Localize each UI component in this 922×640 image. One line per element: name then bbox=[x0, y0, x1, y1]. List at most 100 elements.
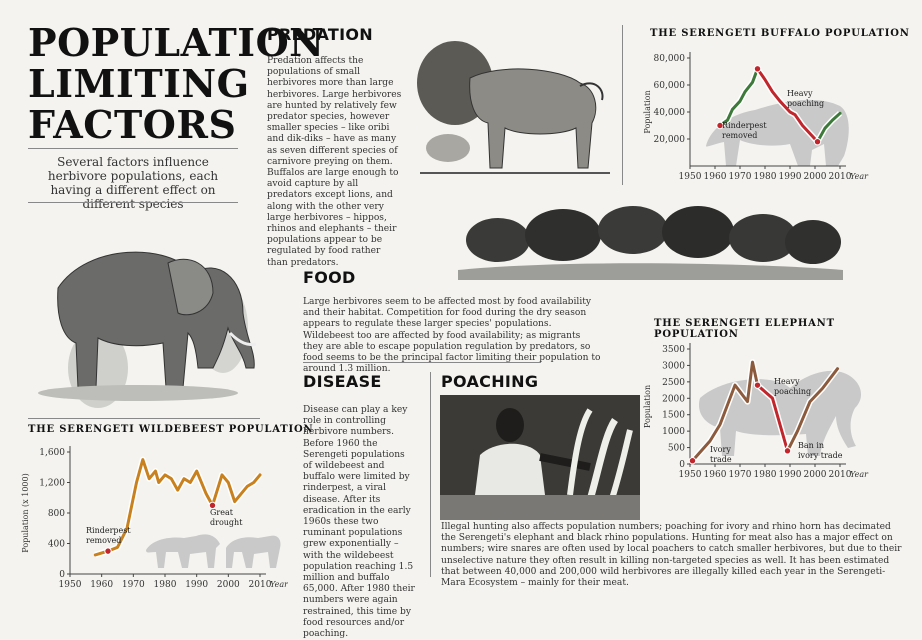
series-line-all bbox=[93, 458, 262, 557]
x-tick-label: 1960 bbox=[90, 580, 113, 590]
annotation-label: removed bbox=[86, 536, 121, 545]
food-heading: FOOD bbox=[303, 268, 356, 287]
x-tick-label: 2000 bbox=[804, 470, 827, 480]
event-marker bbox=[208, 501, 217, 510]
y-tick-label: 0 bbox=[679, 460, 685, 470]
elephant-chart-title: THE SERENGETI ELEPHANT POPULATION bbox=[654, 318, 835, 340]
y-tick-label: 1000 bbox=[662, 427, 685, 437]
series-line-growth bbox=[718, 67, 759, 127]
divider bbox=[28, 202, 238, 203]
y-tick-label: 1,600 bbox=[39, 448, 65, 458]
series-line-recovery bbox=[816, 111, 842, 144]
subtitle: Several factors influence herbivore popu… bbox=[47, 155, 219, 211]
y-tick-label: 400 bbox=[48, 540, 65, 550]
annotation-label: Ivory bbox=[710, 445, 731, 454]
y-tick-label: 500 bbox=[668, 444, 685, 454]
x-tick-label: 2010 bbox=[829, 172, 852, 182]
x-tick-label: 2000 bbox=[217, 580, 240, 590]
x-axis-unit: Year bbox=[850, 470, 869, 479]
x-tick-label: 1980 bbox=[154, 580, 177, 590]
divider bbox=[28, 148, 238, 149]
ivory-poaching-photo bbox=[440, 395, 640, 520]
buffalo-population-chart: 20,000 40,000 60,000 80,000 1950 1960 1970 1980… bbox=[643, 52, 869, 182]
annotation-label: poaching bbox=[787, 99, 824, 108]
divider bbox=[430, 372, 431, 577]
event-marker bbox=[813, 138, 822, 146]
y-tick-label: 1500 bbox=[662, 411, 685, 421]
main-title: POPULATION LIMITING FACTORS bbox=[28, 20, 325, 147]
annotation-label: Heavy bbox=[787, 89, 813, 98]
y-axis-label: Population bbox=[643, 90, 652, 133]
x-tick-label: 1990 bbox=[779, 470, 802, 480]
x-tick-label: 1970 bbox=[729, 470, 752, 480]
predation-heading: PREDATION bbox=[267, 25, 373, 44]
x-tick-label: 2010 bbox=[249, 580, 272, 590]
animal-silhouette bbox=[706, 99, 849, 166]
annotation-label: Ban in bbox=[798, 441, 824, 450]
event-marker bbox=[753, 65, 762, 73]
annotation-label: Rinderpest bbox=[722, 121, 767, 130]
annotation-label: drought bbox=[210, 518, 243, 527]
elephant-population-chart: 0 500 1000 1500 2000 2500 3000 3500 1950 1960 1970… bbox=[643, 343, 869, 480]
title-line: LIMITING bbox=[28, 61, 250, 106]
title-line: POPULATION bbox=[28, 20, 325, 65]
y-tick-label: 800 bbox=[48, 509, 65, 519]
y-tick-label: 1,200 bbox=[39, 479, 65, 489]
wildebeest-population-chart: 0 400 800 1,200 1,600 1950 1960 1970 1980 1990 200… bbox=[21, 446, 288, 590]
disease-text: Disease can play a key role in controlli… bbox=[303, 405, 415, 640]
title-line: FACTORS bbox=[28, 102, 237, 147]
poaching-text: Illegal hunting also affects population … bbox=[441, 522, 902, 589]
x-tick-label: 2010 bbox=[829, 470, 852, 480]
annotation-label: poaching bbox=[774, 387, 811, 396]
series-line-growth bbox=[691, 360, 759, 463]
event-marker bbox=[688, 457, 697, 465]
animal-silhouette bbox=[146, 534, 281, 568]
series-line-recovery bbox=[786, 367, 839, 453]
event-marker bbox=[104, 547, 112, 555]
annotation-label: Great bbox=[210, 508, 234, 517]
y-tick-label: 60,000 bbox=[654, 81, 686, 91]
x-tick-label: 1980 bbox=[754, 172, 777, 182]
disease-heading: DISEASE bbox=[303, 372, 382, 391]
y-axis-label: Population bbox=[643, 385, 652, 428]
predation-text: Predation affects the populations of sma… bbox=[267, 56, 402, 268]
annotation-label: Rinderpest bbox=[86, 526, 131, 535]
x-tick-label: 1950 bbox=[59, 580, 82, 590]
buffalo-chart-title: THE SERENGETI BUFFALO POPULATION bbox=[650, 28, 910, 39]
x-tick-label: 1990 bbox=[185, 580, 208, 590]
series-line-decline bbox=[756, 67, 819, 144]
x-tick-label: 1960 bbox=[704, 172, 727, 182]
event-marker bbox=[783, 447, 792, 455]
food-text: Large herbivores seem to be affected mos… bbox=[303, 297, 601, 375]
buffalo-herd-illustration bbox=[458, 190, 843, 280]
annotation-label: removed bbox=[722, 131, 757, 140]
elephant-illustration bbox=[38, 251, 257, 408]
x-axis-unit: Year bbox=[270, 580, 288, 589]
y-tick-label: 40,000 bbox=[654, 108, 686, 118]
divider bbox=[622, 25, 623, 185]
wildebeest-chart-title: THE SERENGETI WILDEBEEST POPULATION bbox=[28, 424, 314, 435]
y-axis-label: Population (x 1000) bbox=[21, 473, 30, 552]
series-line-decline bbox=[756, 383, 789, 453]
y-tick-label: 3000 bbox=[662, 361, 685, 371]
y-tick-label: 3500 bbox=[662, 345, 685, 355]
y-tick-label: 0 bbox=[59, 570, 65, 580]
annotation-label: ivory trade bbox=[798, 451, 843, 460]
x-tick-label: 1970 bbox=[122, 580, 145, 590]
event-marker bbox=[753, 381, 762, 389]
x-tick-label: 1950 bbox=[679, 470, 702, 480]
x-tick-label: 1980 bbox=[754, 470, 777, 480]
x-tick-label: 1950 bbox=[679, 172, 702, 182]
y-tick-label: 20,000 bbox=[654, 135, 686, 145]
divider bbox=[28, 418, 260, 419]
y-tick-label: 2500 bbox=[662, 378, 685, 388]
divider bbox=[303, 362, 541, 363]
poaching-heading: POACHING bbox=[441, 372, 539, 391]
x-tick-label: 1970 bbox=[729, 172, 752, 182]
annotation-label: Heavy bbox=[774, 377, 800, 386]
event-marker bbox=[716, 121, 724, 130]
x-tick-label: 2000 bbox=[804, 172, 827, 182]
y-tick-label: 2000 bbox=[662, 394, 685, 404]
x-tick-label: 1990 bbox=[779, 172, 802, 182]
x-axis-unit: Year bbox=[850, 172, 869, 181]
